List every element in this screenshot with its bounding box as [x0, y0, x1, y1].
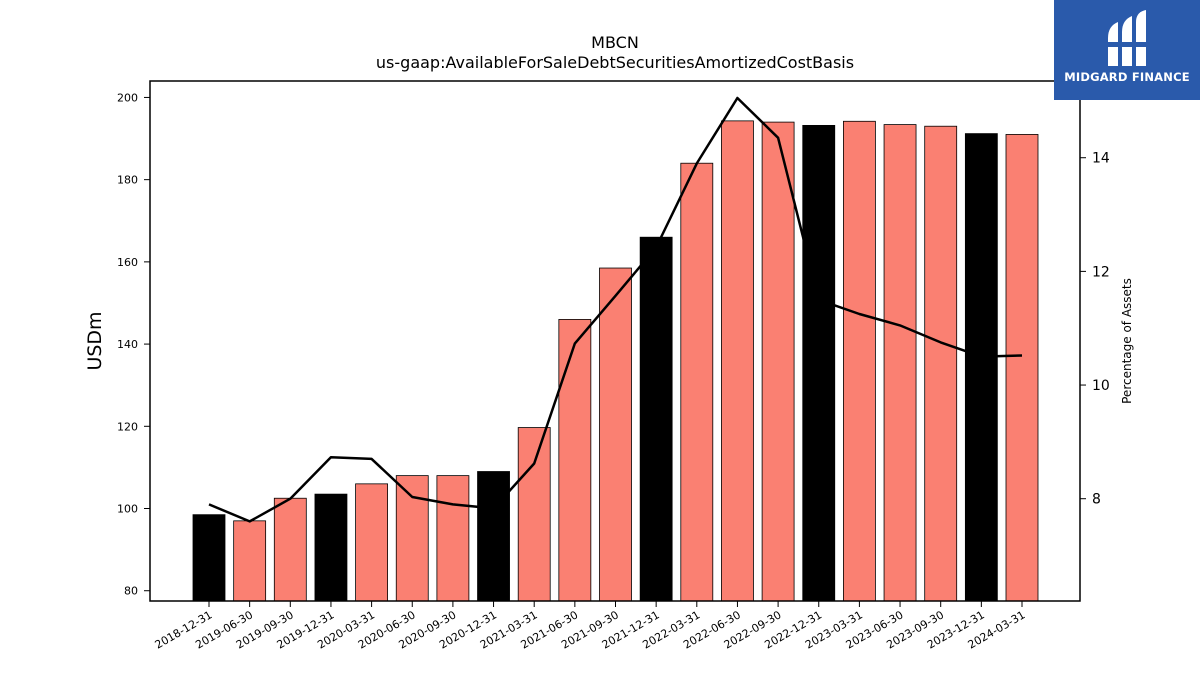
bar-2021-06-30: [558, 319, 592, 602]
y-tick-label: 120: [117, 420, 138, 433]
bar-2020-03-31: [355, 483, 389, 602]
y-tick-label: 200: [117, 91, 138, 104]
bar-2019-06-30: [233, 520, 267, 602]
bar-2022-06-30: [721, 120, 754, 602]
bar-2021-09-30: [599, 267, 632, 602]
y2-tick-label: 14: [1092, 151, 1110, 167]
y-axis-label: USDm: [84, 311, 106, 370]
logo-mark-icon: [1106, 10, 1148, 66]
y2-tick-label: 8: [1092, 492, 1101, 508]
y-tick-label: 140: [117, 338, 138, 351]
logo-name: MIDGARD FINANCE: [1064, 70, 1190, 84]
bar-series: [192, 120, 1039, 602]
y2-tick-label: 10: [1092, 378, 1110, 394]
bar-2023-06-30: [883, 124, 917, 602]
bar-2021-12-31: [639, 236, 673, 602]
bar-2020-06-30: [395, 475, 429, 602]
bar-2023-12-31: [964, 133, 998, 602]
chart-title: MBCN: [591, 33, 639, 52]
bar-2019-09-30: [273, 497, 307, 602]
bar-2020-09-30: [436, 475, 470, 602]
bar-2018-12-31: [192, 514, 226, 602]
y-tick-label: 180: [117, 174, 138, 187]
y-tick-label: 160: [117, 256, 138, 269]
bar-2023-03-31: [843, 120, 876, 602]
y-axis-right: 8 10 12 14: [1080, 151, 1110, 508]
bar-2023-09-30: [924, 125, 958, 602]
percentage-line: [208, 96, 1023, 523]
chart-subtitle: us-gaap:AvailableForSaleDebtSecuritiesAm…: [376, 53, 854, 72]
y-tick-label: 80: [124, 585, 138, 598]
bar-2020-12-31: [477, 471, 510, 602]
bar-2021-03-31: [517, 427, 551, 602]
y2-axis-label: Percentage of Assets: [1120, 278, 1134, 404]
bar-2022-03-31: [680, 162, 714, 602]
bar-2022-09-30: [761, 121, 795, 602]
y-tick-label: 100: [117, 503, 138, 516]
y2-tick-label: 12: [1092, 264, 1110, 280]
x-axis: 2018-12-312019-06-302019-09-302019-12-31…: [153, 601, 1028, 652]
y-axis-left: 80 100 120 140 160 180 200: [117, 91, 150, 598]
bar-2022-12-31: [802, 124, 836, 602]
bar-2019-12-31: [314, 493, 348, 602]
bar-2024-03-31: [1005, 134, 1039, 602]
midgard-finance-logo: MIDGARD FINANCE: [1054, 0, 1200, 100]
